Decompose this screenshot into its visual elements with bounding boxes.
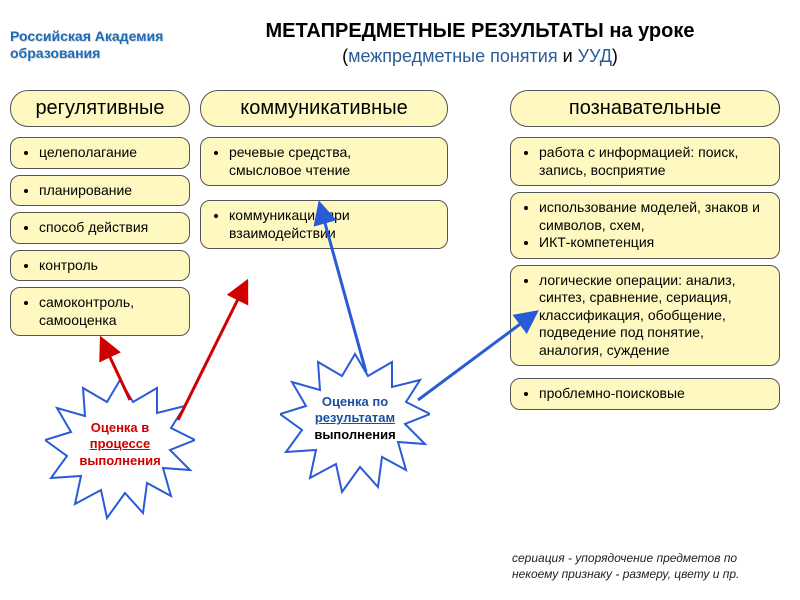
box-action-method: способ действия: [10, 212, 190, 244]
box-speech-means: речевые средства, смысловое чтение: [200, 137, 448, 186]
logo-line2: образования: [10, 45, 100, 61]
box-planning: планирование: [10, 175, 190, 207]
starburst2-label: Оценка по результатам выполнения: [290, 394, 420, 443]
org-logo: Российская Академия образования: [10, 28, 163, 62]
box-models: использование моделей, знаков и символов…: [510, 192, 780, 259]
starburst-result-assessment: Оценка по результатам выполнения: [280, 352, 430, 502]
box-communication: коммуникация при взаимодействии: [200, 200, 448, 249]
box-problem-search: проблемно-поисковые: [510, 378, 780, 410]
column-cognitive: познавательные работа с информацией: пои…: [510, 90, 780, 416]
starburst-process-assessment: Оценка в процессе выполнения: [45, 378, 195, 528]
box-self-control: самоконтроль, самооценка: [10, 287, 190, 336]
footnote: сериация - упорядочение предметов по нек…: [512, 550, 782, 582]
starburst1-label: Оценка в процессе выполнения: [55, 420, 185, 469]
column-regulative: регулятивные целеполагание планирование …: [10, 90, 190, 342]
box-logic-ops: логические операции: анализ, синтез, сра…: [510, 265, 780, 367]
box-goal-setting: целеполагание: [10, 137, 190, 169]
col1-header: регулятивные: [10, 90, 190, 127]
column-communicative: коммуникативные речевые средства, смысло…: [200, 90, 448, 255]
logo-line1: Российская Академия: [10, 28, 163, 44]
col2-header: коммуникативные: [200, 90, 448, 127]
main-title: МЕТАПРЕДМЕТНЫЕ РЕЗУЛЬТАТЫ на уроке: [180, 20, 780, 43]
subtitle: (межпредметные понятия и УУД): [180, 46, 780, 67]
box-control: контроль: [10, 250, 190, 282]
box-info-work: работа с информацией: поиск, запись, вос…: [510, 137, 780, 186]
col3-header: познавательные: [510, 90, 780, 127]
